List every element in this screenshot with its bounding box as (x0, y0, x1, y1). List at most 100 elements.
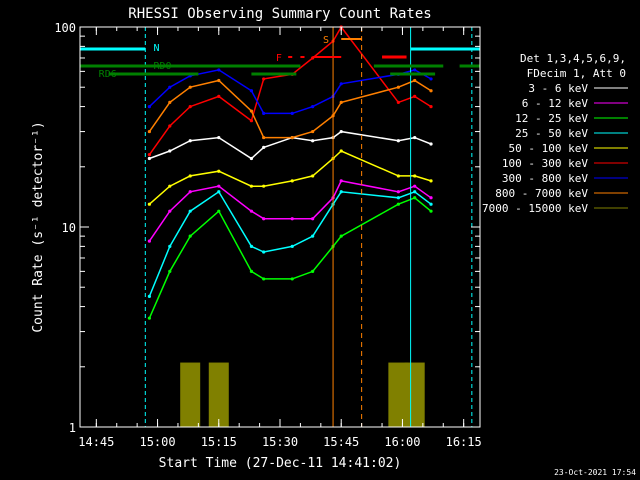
series-6-12-kev-point (168, 209, 172, 213)
series-50-100-kev-point (262, 184, 266, 188)
series-12-25-kev-point (429, 209, 433, 213)
series-6-12-kev-point (311, 217, 315, 221)
series-3-6-kev-point (396, 139, 400, 143)
series-3-6-kev-point (262, 145, 266, 150)
series-6-12-kev-point (262, 217, 266, 221)
series-25-50-kev-point (290, 244, 294, 248)
annotation-label: RD0 (153, 61, 171, 72)
series-300-800-kev-point (290, 111, 294, 115)
series-12-25-kev-point (339, 234, 343, 238)
legend-header-line2: FDecim 1, Att 0 (527, 67, 626, 80)
series-300-800-kev-point (249, 89, 254, 93)
series-3-6-kev-point (311, 139, 315, 143)
series-3-6-kev-point (429, 142, 433, 146)
series-800-7000-kev-point (188, 85, 192, 89)
legend-header-line1: Det 1,3,4,5,6,9, (520, 52, 626, 65)
series-25-50-kev-point (262, 250, 266, 254)
series-800-7000-kev-point (249, 109, 254, 113)
series-12-25-kev-point (413, 196, 417, 200)
series-layer (147, 25, 433, 427)
series-800-7000-kev-point (290, 135, 294, 140)
series-3-6-kev-point (413, 135, 417, 140)
series-6-12-kev-point (429, 196, 433, 200)
x-tick-label: 15:15 (201, 435, 237, 449)
series-50-100-kev-point (249, 184, 254, 188)
series-300-800-kev-point (168, 85, 172, 89)
series-50-100-kev-point (429, 179, 433, 183)
series-12-25-kev-point (311, 269, 315, 273)
series-3-6-kev-point (249, 156, 254, 161)
axis-layer: 14:45 15:00 15:15 15:30 15:45 16:00 16:15 1 10 10… (54, 21, 481, 449)
series-800-7000-kev-point (413, 78, 417, 83)
series-100-300-kev-point (262, 77, 266, 81)
legend-label-12-25-kev: 12 - 25 keV (515, 112, 588, 125)
series-25-50-kev-point (339, 190, 343, 194)
series-100-300-kev-point (429, 104, 433, 109)
series-12-25-kev-point (147, 316, 151, 320)
status-overlay: N RD0 RD6 F S (79, 27, 480, 427)
series-50-100-kev-point (217, 169, 221, 173)
legend-label-3-6-kev: 3 - 6 keV (528, 82, 588, 95)
series-3-6-kev-point (339, 129, 343, 134)
legend-label-25-50-kev: 25 - 50 keV (515, 127, 588, 140)
series-25-50-kev-point (311, 234, 315, 238)
series-25-50-kev-point (147, 294, 151, 298)
x-tick-label: 15:30 (262, 435, 298, 449)
series-800-7000-kev-point (168, 100, 172, 104)
series-3-6-kev-point (217, 135, 221, 140)
series-6-12-kev-point (147, 239, 151, 243)
series-800-7000-kev-point (217, 78, 221, 83)
legend-label-300-800-kev: 300 - 800 keV (502, 172, 588, 185)
legend: 3 - 6 keV 6 - 12 keV 12 - 25 keV 25 - 50 ke… (482, 82, 628, 215)
series-6-12-kev-point (413, 184, 417, 188)
series-800-7000-kev-point (339, 100, 343, 104)
series-800-7000-kev-point (262, 135, 266, 140)
x-axis-label: Start Time (27-Dec-11 14:41:02) (159, 456, 402, 471)
series-50-100-kev-point (396, 174, 400, 178)
series-12-25-kev-point (249, 269, 254, 273)
series-50-100-kev-point (147, 202, 151, 206)
series-3-6-kev-point (147, 156, 151, 161)
x-tick-label: 15:45 (323, 435, 359, 449)
series-7000-15000-kev-bar (180, 362, 201, 427)
annotation-label: F (276, 53, 282, 64)
y-tick-label: 1 (69, 421, 76, 435)
series-100-300-kev-point (396, 100, 400, 104)
series-7000-15000-kev-bar (388, 362, 409, 427)
legend-label-6-12-kev: 6 - 12 keV (522, 97, 589, 110)
annotation-label: N (153, 43, 159, 54)
series-800-7000-kev-point (396, 85, 400, 89)
series-800-7000-kev-point (147, 129, 151, 134)
series-50-100-kev-point (413, 174, 417, 178)
series-12-25-kev-point (396, 202, 400, 206)
series-100-300-kev-point (168, 124, 172, 128)
series-7000-15000-kev-bar (404, 362, 425, 427)
y-axis-label: Count Rate (s⁻¹ detector⁻¹) (31, 121, 46, 332)
series-6-12-kev-point (249, 209, 254, 213)
series-6-12-kev-point (188, 190, 192, 194)
x-tick-label: 16:15 (446, 435, 482, 449)
x-tick-label: 16:00 (384, 435, 420, 449)
series-50-100-kev-point (290, 179, 294, 183)
series-300-800-kev-point (217, 68, 221, 72)
series-6-12-kev-point (217, 184, 221, 188)
series-300-800-kev-point (413, 68, 417, 72)
series-12-25-kev-point (188, 234, 192, 238)
series-300-800-kev-point (147, 104, 151, 109)
series-25-50-kev-point (188, 209, 192, 213)
series-3-6-kev-point (188, 139, 192, 143)
y-tick-label: 100 (54, 21, 76, 35)
series-25-50-kev-point (396, 196, 400, 200)
x-tick-label: 14:45 (78, 435, 114, 449)
series-25-50-kev-point (249, 244, 254, 248)
series-50-100-kev-point (339, 149, 343, 153)
series-50-100-kev-point (168, 184, 172, 188)
series-25-50-kev-point (217, 190, 221, 194)
series-800-7000-kev-point (311, 129, 315, 134)
series-3-6-kev-point (168, 149, 172, 153)
series-6-12-kev-point (290, 217, 294, 221)
series-6-12-kev-point (339, 179, 343, 183)
series-50-100-kev-point (188, 174, 192, 178)
series-7000-15000-kev-bar (208, 362, 229, 427)
